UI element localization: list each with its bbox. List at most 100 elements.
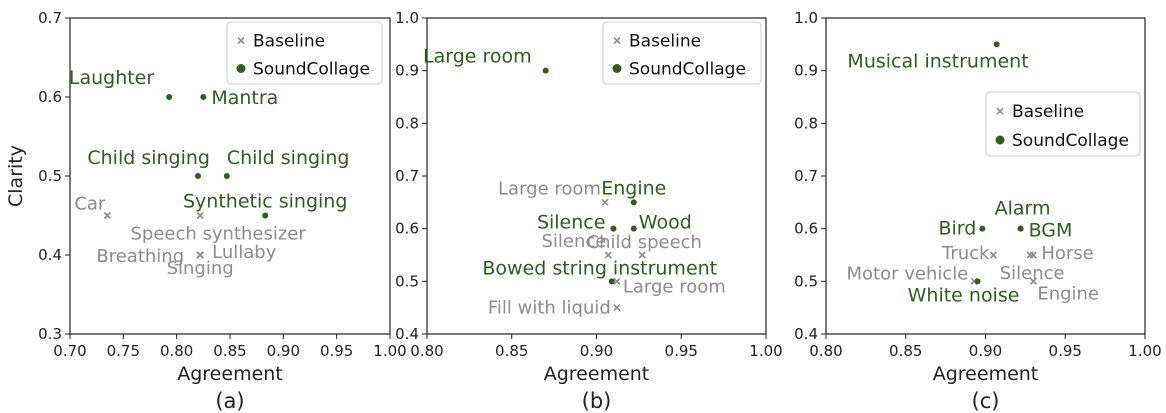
baseline-point	[613, 277, 621, 285]
baseline-point-label: Fill with liquid	[488, 298, 611, 319]
x-tick-label: 0.85	[213, 342, 246, 360]
x-tick-label: 0.95	[665, 342, 698, 360]
y-tick-label: 0.5	[38, 167, 62, 185]
x-tick-label: 0.95	[320, 342, 353, 360]
legend-box	[985, 91, 1141, 157]
baseline-point	[638, 251, 646, 259]
legend-soundcollage-marker	[995, 135, 1005, 145]
x-tick-label: 1.00	[1128, 342, 1161, 360]
y-tick-label: 0.7	[794, 167, 818, 185]
baseline-point	[604, 251, 612, 259]
soundcollage-point	[974, 278, 981, 285]
soundcollage-point-label: Laughter	[69, 67, 155, 89]
x-tick-label: 1.00	[749, 342, 782, 360]
panel-label: (a)	[215, 389, 244, 413]
panel-label: (b)	[582, 389, 612, 413]
baseline-point-label: Speech synthesizer	[130, 224, 306, 245]
baseline-point-label: Truck	[941, 243, 990, 264]
soundcollage-point	[542, 67, 549, 74]
y-tick-label: 0.8	[794, 114, 818, 132]
legend-soundcollage-marker	[612, 64, 622, 73]
y-tick-label: 0.3	[38, 325, 62, 343]
baseline-point-label: Silence	[1000, 263, 1065, 284]
baseline-point-label: Motor vehicle	[846, 263, 968, 284]
y-tick-label: 0.9	[395, 62, 419, 80]
y-tick-label: 0.4	[38, 246, 62, 264]
soundcollage-point	[608, 278, 615, 285]
y-tick-label: 1.0	[395, 9, 419, 27]
legend-soundcollage-marker	[236, 64, 246, 73]
baseline-point	[1029, 277, 1037, 285]
baseline-point-label: Engine	[1037, 283, 1099, 304]
y-tick-label: 0.8	[395, 114, 419, 132]
soundcollage-point-label: Bird	[938, 218, 976, 240]
soundcollage-point	[630, 199, 637, 206]
x-tick-label: 0.85	[495, 342, 528, 360]
baseline-point-label: Car	[74, 194, 106, 215]
soundcollage-point-label: Alarm	[995, 198, 1051, 220]
soundcollage-point-label: Engine	[601, 177, 666, 199]
x-tick-label: 0.80	[809, 342, 842, 360]
x-axis-label: Agreement	[933, 363, 1039, 385]
y-axis-label: Clarity	[5, 145, 27, 207]
x-tick-label: 0.80	[160, 342, 193, 360]
baseline-point-label: Lullaby	[212, 242, 277, 263]
soundcollage-point	[993, 41, 1000, 48]
legend: Baseline SoundCollage	[985, 91, 1141, 157]
baseline-point-label: Singing	[167, 258, 234, 279]
y-tick-label: 1.0	[794, 9, 818, 27]
legend: Baseline SoundCollage	[602, 21, 762, 85]
legend-soundcollage-label: SoundCollage	[629, 60, 746, 80]
baseline-point	[196, 251, 204, 259]
x-tick-label: 0.95	[1049, 342, 1082, 360]
baseline-point	[613, 304, 621, 312]
x-axis-label: Agreement	[544, 363, 650, 385]
soundcollage-point-label: Large room	[423, 46, 532, 68]
soundcollage-point-label: Child singing	[87, 147, 210, 169]
baseline-point-label: Large room	[498, 178, 601, 199]
legend-box	[602, 21, 762, 85]
soundcollage-point-label: Musical instrument	[847, 50, 1028, 72]
legend-baseline-label: Baseline	[253, 32, 325, 52]
soundcollage-point-label: Mantra	[211, 87, 278, 109]
soundcollage-point-label: Wood	[639, 212, 692, 234]
x-tick-label: 0.90	[969, 342, 1002, 360]
y-tick-label: 0.7	[395, 167, 419, 185]
baseline-point-label: Silence	[541, 231, 606, 252]
legend-baseline-marker	[996, 107, 1004, 115]
x-tick-label: 0.90	[267, 342, 300, 360]
legend-soundcollage-label: SoundCollage	[1012, 131, 1129, 151]
legend-baseline-label: Baseline	[1012, 102, 1084, 122]
soundcollage-point-label: BGM	[1029, 220, 1073, 242]
soundcollage-point	[1017, 225, 1024, 232]
legend-baseline-marker	[237, 37, 245, 45]
legend-baseline-marker	[613, 37, 621, 45]
soundcollage-point	[223, 173, 230, 179]
baseline-point-label: Large room	[623, 276, 726, 297]
legend-soundcollage-label: SoundCollage	[253, 60, 370, 80]
x-tick-label: 0.85	[889, 342, 922, 360]
soundcollage-point	[630, 225, 637, 232]
soundcollage-point	[979, 225, 986, 232]
panel-b: 0.80 0.85 0.90 0.95 1.00 0.4 0.5 0.6 0.7 0.8 0.9 1.…	[395, 9, 783, 413]
soundcollage-point-label: Synthetic singing	[183, 191, 347, 213]
soundcollage-point-label: Bowed string instrument	[482, 257, 717, 279]
legend-box	[226, 21, 383, 85]
y-tick-label: 0.4	[395, 325, 419, 343]
y-tick-label: 0.6	[794, 220, 818, 238]
baseline-point-label: Horse	[1041, 243, 1093, 264]
soundcollage-point	[200, 94, 207, 100]
legend: Baseline SoundCollage	[226, 21, 383, 85]
baseline-point-label: Child speech	[587, 232, 702, 253]
x-axis-label: Agreement	[177, 363, 283, 385]
soundcollage-point-label: White noise	[908, 284, 1020, 306]
baseline-point-label: Breathing	[96, 246, 184, 267]
y-tick-label: 0.4	[794, 325, 818, 343]
y-tick-label: 0.5	[395, 272, 419, 290]
panel-label: (c)	[972, 389, 1000, 413]
baseline-point	[103, 211, 111, 220]
x-tick-label: 0.90	[580, 342, 613, 360]
baseline-point	[601, 198, 609, 206]
panel-a: 0.70 0.75 0.80 0.85 0.90 0.95 1.00 0.3 0.4 0.5 0.6…	[5, 9, 407, 413]
